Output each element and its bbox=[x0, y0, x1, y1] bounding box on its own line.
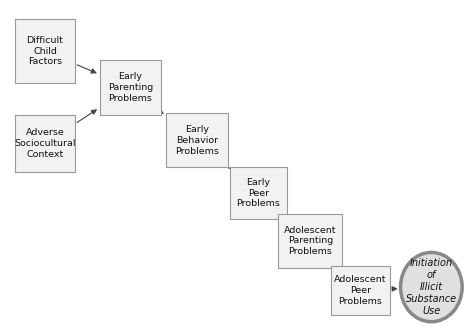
Text: Adverse
Sociocultural
Context: Adverse Sociocultural Context bbox=[14, 128, 76, 159]
FancyBboxPatch shape bbox=[330, 266, 390, 315]
FancyBboxPatch shape bbox=[15, 115, 74, 172]
FancyBboxPatch shape bbox=[230, 168, 287, 219]
Text: Early
Behavior
Problems: Early Behavior Problems bbox=[175, 125, 219, 155]
Text: Difficult
Child
Factors: Difficult Child Factors bbox=[27, 36, 64, 66]
Text: Adolescent
Peer
Problems: Adolescent Peer Problems bbox=[334, 275, 386, 306]
Text: Initiation
of
Illicit
Substance
Use: Initiation of Illicit Substance Use bbox=[406, 258, 457, 316]
Text: Early
Peer
Problems: Early Peer Problems bbox=[237, 178, 280, 208]
FancyBboxPatch shape bbox=[100, 60, 161, 115]
Text: Early
Parenting
Problems: Early Parenting Problems bbox=[108, 72, 153, 103]
FancyBboxPatch shape bbox=[166, 113, 228, 168]
Ellipse shape bbox=[401, 252, 462, 322]
FancyBboxPatch shape bbox=[15, 19, 74, 83]
FancyBboxPatch shape bbox=[278, 214, 342, 268]
Text: Adolescent
Parenting
Problems: Adolescent Parenting Problems bbox=[284, 226, 337, 256]
